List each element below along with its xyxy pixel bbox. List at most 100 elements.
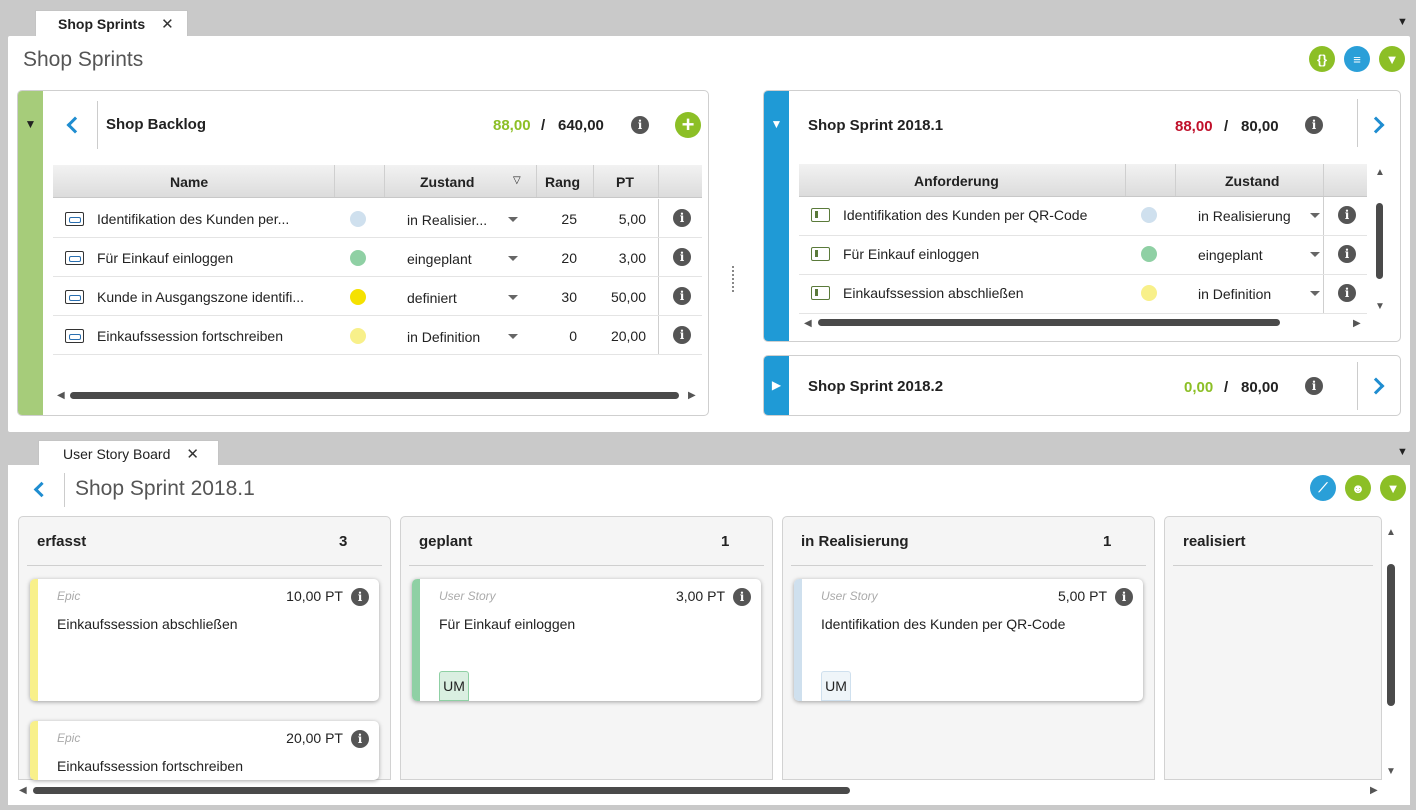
info-icon[interactable]: i [673, 326, 691, 344]
scroll-right-icon[interactable]: ▶ [1370, 785, 1378, 796]
team-icon[interactable]: ☻ [1345, 475, 1371, 501]
card-points: 20,00 PT [286, 730, 343, 746]
board-hscrollbar[interactable] [33, 787, 850, 794]
info-icon[interactable]: i [1115, 588, 1133, 606]
info-icon[interactable]: i [1338, 284, 1356, 302]
row-zustand[interactable]: in Definition [1198, 286, 1272, 302]
info-icon[interactable]: i [351, 730, 369, 748]
card-title: Für Einkauf einloggen [439, 616, 576, 632]
row-name: Für Einkauf einloggen [843, 246, 980, 262]
table-row[interactable]: Identifikation des Kunden per QR-Code in … [799, 197, 1367, 236]
sprint1-vscrollbar[interactable] [1376, 203, 1383, 279]
table-row[interactable]: Identifikation des Kunden per... in Reali… [53, 199, 702, 238]
backlog-hscrollbar[interactable] [70, 392, 679, 399]
back-chevron-icon[interactable] [33, 481, 50, 498]
sort-filter-icon[interactable]: ▼ [1380, 475, 1406, 501]
card-points: 5,00 PT [1057, 588, 1107, 604]
story-card[interactable]: Epic 10,00 PT i Einkaufssession abschließen [30, 579, 379, 701]
panel-menu-icon[interactable]: ▼ [1397, 446, 1408, 458]
sprint1-used: 88,00 [1175, 118, 1213, 135]
col-rang[interactable]: Rang [545, 174, 580, 190]
scroll-down-icon[interactable]: ▼ [1375, 301, 1385, 312]
scroll-left-icon[interactable]: ◀ [804, 318, 812, 329]
back-chevron-icon[interactable] [66, 116, 84, 134]
braces-icon[interactable]: {} [1309, 46, 1335, 72]
list-icon[interactable]: ≡ [1344, 46, 1370, 72]
info-icon[interactable]: i [351, 588, 369, 606]
table-row[interactable]: Für Einkauf einloggen eingeplant 20 3,00 i [53, 238, 702, 277]
close-icon[interactable]: ✕ [161, 15, 174, 33]
dropdown-caret-icon[interactable] [508, 295, 518, 300]
sprint2-used: 0,00 [1184, 379, 1214, 396]
table-row[interactable]: Für Einkauf einloggen eingeplant i [799, 236, 1367, 275]
info-icon[interactable]: i [673, 287, 691, 305]
tab-shop-sprints[interactable]: Shop Sprints ✕ [35, 10, 188, 36]
splitter-handle[interactable] [732, 266, 736, 292]
scroll-up-icon[interactable]: ▲ [1375, 167, 1385, 178]
col-name[interactable]: Name [170, 174, 209, 190]
add-icon[interactable]: + [675, 112, 701, 138]
col-anforderung[interactable]: Anforderung [914, 173, 999, 189]
sprint1-collapse-toggle[interactable]: ▼ [764, 91, 789, 341]
col-zustand[interactable]: Zustand [420, 174, 475, 190]
scroll-right-icon[interactable]: ▶ [1353, 318, 1361, 329]
row-name: Für Einkauf einloggen [97, 250, 234, 266]
row-zustand[interactable]: eingeplant [1198, 247, 1263, 263]
row-zustand[interactable]: definiert [407, 290, 457, 306]
col-zustand[interactable]: Zustand [1225, 173, 1280, 189]
close-icon[interactable]: ✕ [186, 445, 199, 463]
filter-icon[interactable]: ▼ [1379, 46, 1405, 72]
row-zustand[interactable]: eingeplant [407, 251, 472, 267]
backlog-collapse-toggle[interactable]: ▼ [18, 91, 43, 415]
dropdown-caret-icon[interactable] [1310, 252, 1320, 257]
info-icon[interactable]: i [1338, 245, 1356, 263]
dropdown-caret-icon[interactable] [1310, 213, 1320, 218]
story-card[interactable]: User Story 5,00 PT i Identifikation des Kun… [794, 579, 1143, 701]
status-dot [350, 211, 366, 227]
info-icon[interactable]: i [631, 116, 649, 134]
scroll-left-icon[interactable]: ◀ [57, 390, 65, 401]
sort-icon[interactable]: ▽ [513, 175, 521, 186]
dropdown-caret-icon[interactable] [508, 334, 518, 339]
column-divider [1173, 565, 1373, 566]
chart-icon[interactable]: ⟋ [1310, 475, 1336, 501]
tab-user-story-board[interactable]: User Story Board ✕ [38, 440, 219, 466]
dropdown-caret-icon[interactable] [1310, 291, 1320, 296]
info-icon[interactable]: i [1305, 116, 1323, 134]
status-dot [1141, 207, 1157, 223]
table-row[interactable]: Kunde in Ausgangszone identifi... definie… [53, 277, 702, 316]
row-rang: 20 [561, 250, 577, 266]
dropdown-caret-icon[interactable] [508, 256, 518, 261]
info-icon[interactable]: i [1305, 377, 1323, 395]
table-row[interactable]: Einkaufssession abschließen in Definition… [799, 275, 1367, 314]
user-story-icon [65, 329, 84, 343]
sprint2-expand-toggle[interactable]: ▶ [764, 356, 789, 415]
scroll-left-icon[interactable]: ◀ [19, 785, 27, 796]
sprint1-hscrollbar[interactable] [818, 319, 1280, 326]
info-icon[interactable]: i [733, 588, 751, 606]
info-icon[interactable]: i [673, 209, 691, 227]
status-bar [794, 579, 802, 701]
sprint2-sep: / [1224, 379, 1229, 396]
scroll-right-icon[interactable]: ▶ [688, 390, 696, 401]
column-divider [791, 565, 1146, 566]
row-zustand[interactable]: in Definition [407, 329, 481, 345]
info-icon[interactable]: i [1338, 206, 1356, 224]
scroll-up-icon[interactable]: ▲ [1386, 527, 1396, 538]
next-chevron-icon[interactable] [1367, 377, 1385, 395]
backlog-total: 640,00 [558, 117, 604, 134]
sprint1-card: ▼ Shop Sprint 2018.1 88,00 / 80,00 i Anf… [763, 90, 1401, 342]
next-chevron-icon[interactable] [1367, 116, 1385, 134]
table-row[interactable]: Einkaufssession fortschreiben in Definiti… [53, 316, 702, 355]
story-card[interactable]: User Story 3,00 PT i Für Einkauf einloggen U… [412, 579, 761, 701]
row-zustand[interactable]: in Realisier... [407, 212, 488, 228]
col-pt[interactable]: PT [616, 174, 634, 190]
dropdown-caret-icon[interactable] [508, 217, 518, 222]
row-zustand[interactable]: in Realisierung [1198, 208, 1291, 224]
panel-menu-icon[interactable]: ▼ [1397, 16, 1408, 28]
scroll-down-icon[interactable]: ▼ [1386, 766, 1396, 777]
row-pt: 5,00 [618, 211, 646, 227]
info-icon[interactable]: i [673, 248, 691, 266]
story-card[interactable]: Epic 20,00 PT i Einkaufssession fortschreib… [30, 721, 379, 780]
board-vscrollbar[interactable] [1387, 564, 1395, 706]
